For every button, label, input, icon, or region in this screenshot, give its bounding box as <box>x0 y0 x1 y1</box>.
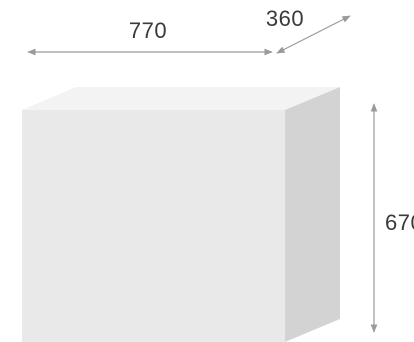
height-dimension: 670 <box>370 103 414 333</box>
depth-dimension-line <box>276 15 351 54</box>
width-dimension: 770 <box>27 18 273 56</box>
box-top-face <box>22 87 340 110</box>
height-label: 670 <box>385 210 414 235</box>
depth-label: 360 <box>266 6 304 31</box>
cabinet-box <box>22 87 340 342</box>
box-side-face <box>285 87 340 342</box>
width-label: 770 <box>129 18 167 43</box>
box-front-face <box>22 110 285 342</box>
depth-dimension: 360 <box>266 6 351 54</box>
